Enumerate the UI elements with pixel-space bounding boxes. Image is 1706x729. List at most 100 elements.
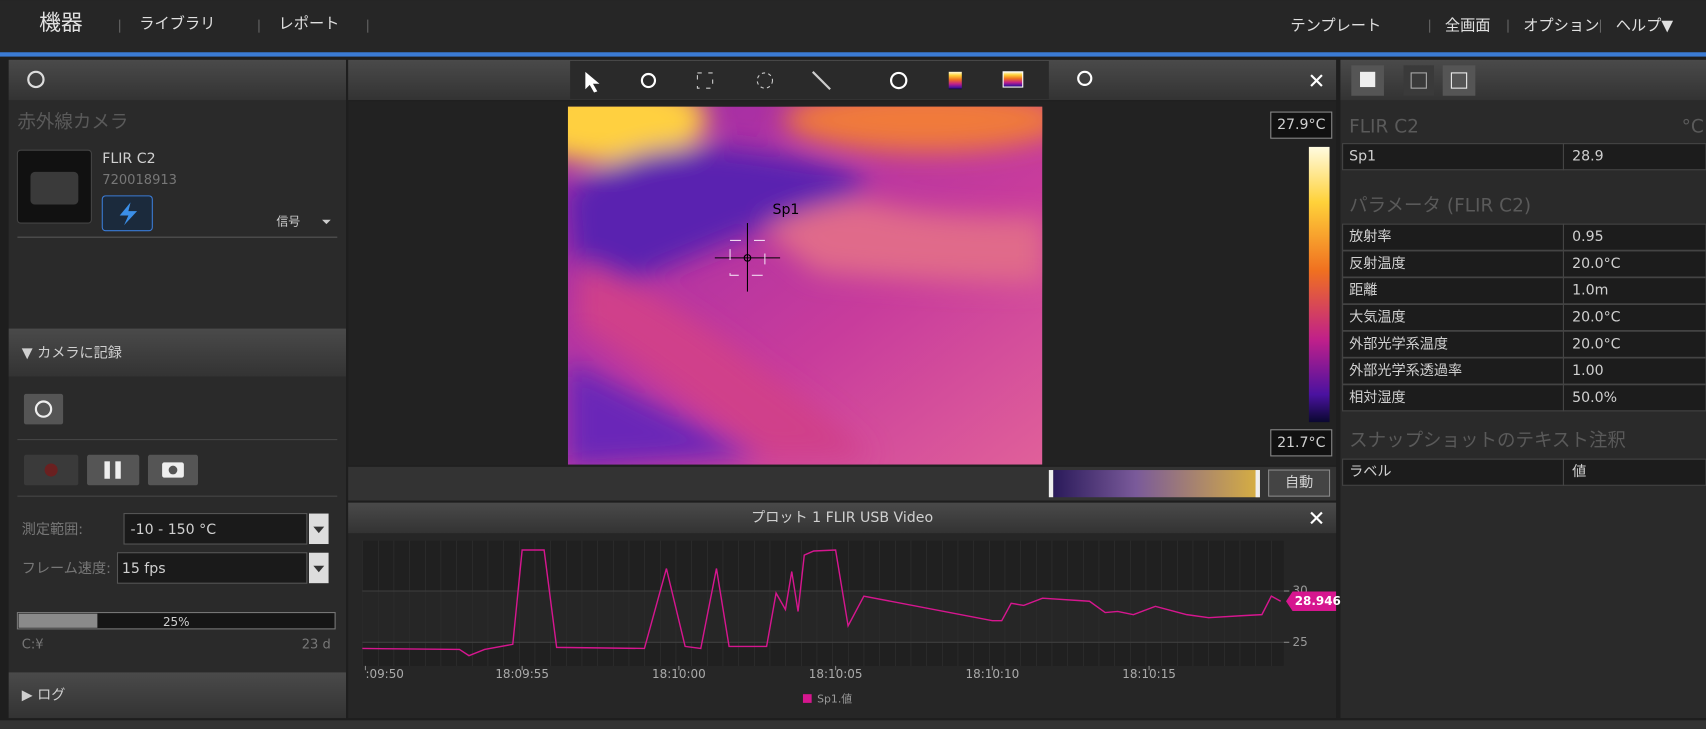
legend-label: Sp1.値 xyxy=(817,693,852,706)
camera-serial: 720018913 xyxy=(102,173,177,188)
arrow xyxy=(322,219,331,225)
days-label: 23 d xyxy=(302,638,331,653)
table-cell xyxy=(1342,250,1565,278)
y-tick-label: 25 xyxy=(1293,635,1308,649)
tab-icon xyxy=(1450,72,1468,89)
menu-item[interactable]: 機器 xyxy=(39,11,83,36)
histogram xyxy=(1053,470,1260,498)
focus-icon xyxy=(34,400,53,418)
param-value: 20.0°C xyxy=(1572,309,1621,325)
focus-button[interactable] xyxy=(23,393,64,425)
plot-header xyxy=(348,502,1337,534)
tab-icon xyxy=(1410,72,1427,89)
scale-min[interactable]: 21.7°C xyxy=(1277,435,1326,451)
menu-item[interactable]: 全画面 xyxy=(1445,17,1491,35)
record-header[interactable] xyxy=(8,328,346,377)
current-value-flag xyxy=(1286,591,1337,612)
image-tool[interactable] xyxy=(1002,71,1024,88)
palette-tool[interactable] xyxy=(948,71,962,90)
param-name: 反射温度 xyxy=(1349,256,1406,272)
current-value: 28.946 xyxy=(1295,594,1341,608)
record-icon xyxy=(44,463,58,477)
spot-value: 28.9 xyxy=(1572,149,1603,165)
arrow xyxy=(313,565,325,573)
arrow xyxy=(313,526,325,534)
color-scale xyxy=(1308,146,1330,423)
menu-item[interactable]: ヘルプ▼ xyxy=(1616,17,1674,35)
drive-label: C:¥ xyxy=(22,638,44,653)
menu-item[interactable]: ライブラリ xyxy=(139,14,215,32)
histogram-handle[interactable] xyxy=(1255,470,1260,498)
camera-title: FLIR C2 xyxy=(1349,116,1419,137)
fps-select[interactable] xyxy=(116,552,308,584)
refresh-icon[interactable] xyxy=(27,70,45,89)
circle-tool[interactable] xyxy=(756,72,774,89)
field-value: 15 fps xyxy=(122,561,166,577)
log-header[interactable] xyxy=(8,672,346,719)
menu-accent xyxy=(0,52,1706,57)
auto-button[interactable] xyxy=(1268,469,1331,497)
histogram-handle[interactable] xyxy=(1048,470,1054,498)
status-bar xyxy=(0,720,1706,729)
log-title[interactable]: ▶ ログ xyxy=(22,687,66,703)
signal-dropdown[interactable]: 信号 xyxy=(276,214,300,228)
table-cell xyxy=(1342,458,1565,486)
right-header xyxy=(1340,59,1706,101)
x-tick-label: 18:10:05 xyxy=(809,667,863,681)
left-header xyxy=(8,59,346,101)
legend-swatch xyxy=(802,694,812,703)
range-select[interactable] xyxy=(123,513,308,545)
rotate-tool[interactable] xyxy=(889,71,908,90)
lightning-icon xyxy=(119,202,138,226)
x-tick-label: 18:10:15 xyxy=(1122,667,1176,681)
auto-label[interactable]: 自動 xyxy=(1285,475,1313,491)
plot-line xyxy=(362,549,1282,657)
x-tick-label: 18:10:10 xyxy=(965,667,1019,681)
select-tool[interactable] xyxy=(585,71,600,93)
storage-fill xyxy=(18,613,98,628)
record-title[interactable]: ▼ カメラに記録 xyxy=(22,346,122,362)
tab-compare[interactable] xyxy=(1403,65,1434,96)
tab-plot[interactable] xyxy=(1442,65,1476,96)
spot-tool[interactable] xyxy=(640,72,657,89)
menu-bar xyxy=(0,0,1706,53)
x-tick-label: 18:10:00 xyxy=(652,667,706,681)
snapshot-header-name: ラベル xyxy=(1349,464,1391,480)
line-tool[interactable] xyxy=(811,71,831,91)
table-cell xyxy=(1562,330,1706,358)
param-name: 外部光学系温度 xyxy=(1349,336,1448,352)
camera-lens xyxy=(168,465,178,475)
menu-item[interactable]: レポート xyxy=(279,14,340,32)
menu-item[interactable]: オプション xyxy=(1523,17,1599,35)
param-name: 大気温度 xyxy=(1349,309,1406,325)
close-plot[interactable] xyxy=(1310,511,1323,525)
table-cell xyxy=(1562,277,1706,305)
pause-icon xyxy=(115,461,121,479)
scale-max[interactable]: 27.9°C xyxy=(1277,117,1326,133)
section-title: 赤外線カメラ xyxy=(17,112,128,133)
table-cell xyxy=(1562,458,1706,486)
spot-box[interactable] xyxy=(729,239,766,276)
pause-icon xyxy=(104,461,110,479)
field-value: -10 - 150 °C xyxy=(131,522,217,538)
table-cell xyxy=(1342,330,1565,358)
storage-label: 25% xyxy=(163,615,190,629)
scale-min-box[interactable] xyxy=(1270,429,1333,457)
camera-shape xyxy=(30,171,79,205)
table-cell xyxy=(1342,143,1565,171)
menu-item[interactable]: テンプレート xyxy=(1290,17,1381,35)
param-name: 外部光学系透過率 xyxy=(1349,363,1462,379)
camera-model: FLIR C2 xyxy=(102,151,155,167)
close-image[interactable] xyxy=(1310,74,1323,87)
pause-button[interactable] xyxy=(87,454,140,486)
scale-max-box[interactable] xyxy=(1270,111,1333,139)
params-title: パラメータ (FLIR C2) xyxy=(1349,196,1531,217)
param-value: 20.0°C xyxy=(1572,256,1621,272)
table-cell xyxy=(1562,384,1706,412)
zoom-tool[interactable] xyxy=(1077,70,1093,86)
field-label: フレーム速度: xyxy=(22,561,111,577)
box-tool[interactable] xyxy=(696,72,714,89)
x-tick-label: :09:50 xyxy=(365,667,403,681)
